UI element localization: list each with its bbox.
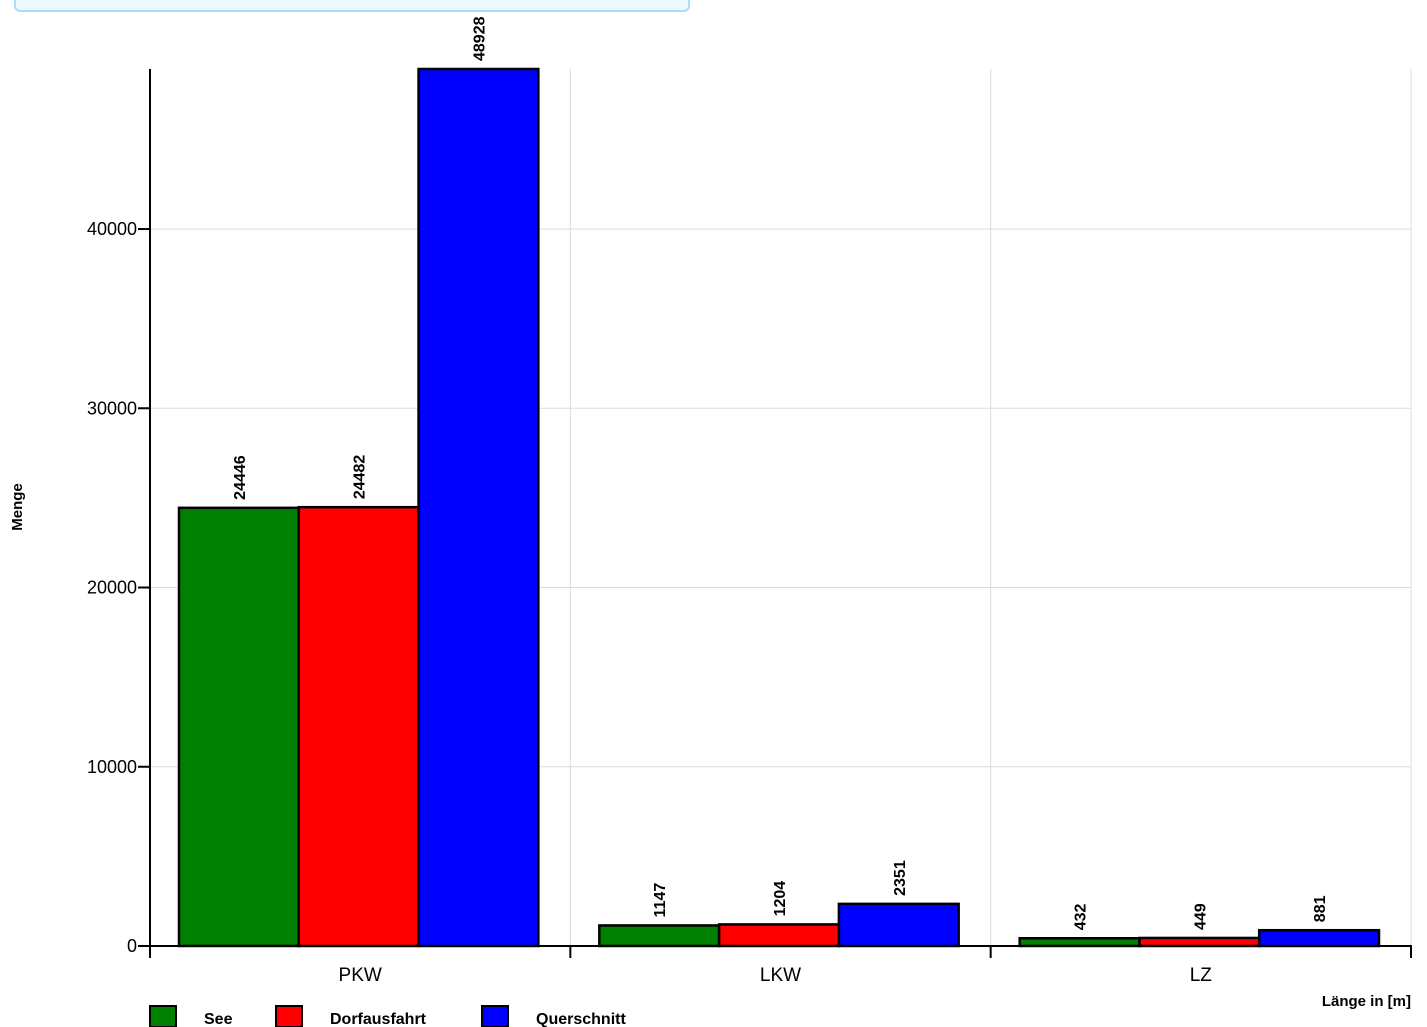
y-tick-label: 40000	[87, 219, 137, 239]
legend-swatch-see	[149, 1005, 177, 1027]
x-axis-title: Länge in [m]	[1322, 993, 1411, 1010]
bar-lz-dorfausfahrt	[1138, 936, 1261, 948]
bar-value-label: 48928	[471, 16, 488, 61]
bar-lz-see	[1018, 937, 1141, 948]
grid-lines	[150, 69, 1412, 946]
bar-value-label: 24482	[352, 455, 369, 500]
bar-lz-querschnitt	[1257, 928, 1381, 948]
bar-value-label: 2351	[892, 860, 909, 896]
bar-value-label: 1147	[652, 883, 669, 918]
x-tick-label-pkw: PKW	[339, 965, 382, 986]
y-tick-label: 20000	[87, 578, 137, 598]
legend-label-see: See	[204, 1011, 233, 1027]
bar-pkw-querschnitt	[417, 67, 540, 948]
bar-lkw-dorfausfahrt	[717, 923, 841, 948]
bar-value-label: 881	[1312, 895, 1329, 922]
bar-value-label: 1204	[772, 881, 789, 917]
bar-value-label: 24446	[232, 455, 249, 500]
legend-swatch-querschnitt	[481, 1005, 509, 1027]
axes	[149, 69, 1412, 958]
y-tick-label: 0	[127, 936, 137, 956]
bar-value-label: 432	[1073, 903, 1090, 930]
legend-label-querschnitt: Querschnitt	[536, 1011, 626, 1027]
y-ticks: 0 10000 20000 30000 40000	[87, 219, 150, 956]
top-panel-strip	[14, 0, 690, 12]
bar-lkw-see	[598, 924, 721, 948]
legend-swatch-dorfausfahrt	[275, 1005, 303, 1027]
y-tick-label: 30000	[87, 398, 137, 418]
bar-value-labels: 24446 24482 48928 1147 1204 2351 432 449 881	[232, 16, 1329, 930]
legend-label-dorfausfahrt: Dorfausfahrt	[330, 1011, 427, 1027]
legend: See Dorfausfahrt Querschnitt	[149, 1005, 626, 1027]
x-tick-label-lkw: LKW	[760, 965, 801, 986]
bars-group	[177, 67, 1381, 948]
bar-value-label: 449	[1192, 903, 1209, 930]
y-axis-title: Menge	[9, 483, 26, 531]
bar-lkw-querschnitt	[837, 902, 960, 948]
bar-pkw-see	[177, 506, 301, 948]
x-tick-label-lz: LZ	[1190, 965, 1213, 986]
x-category-labels: PKW LKW LZ	[339, 965, 1213, 986]
bar-pkw-dorfausfahrt	[297, 505, 420, 948]
y-tick-label: 10000	[87, 757, 137, 777]
